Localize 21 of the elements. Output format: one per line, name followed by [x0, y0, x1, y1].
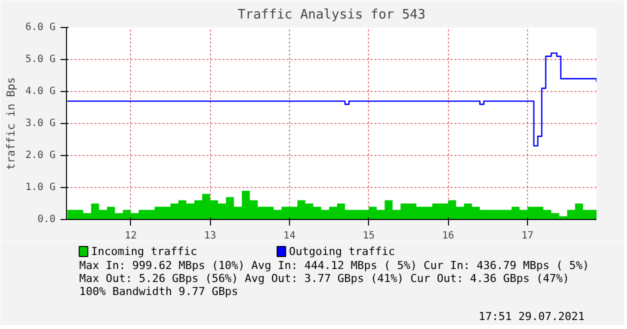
x-tick-label: 14 [283, 230, 296, 242]
text: Max Out: 5.26 GBps (56%) Avg Out: 3.77 GBps (41%) Cur Out: 4.36 GBps (47%) [79, 272, 570, 285]
legend-label: Incoming traffic [91, 245, 198, 258]
x-tick-label: 17 [521, 230, 534, 242]
y-tick-label: 6.0 G [25, 22, 56, 33]
x-tick-label: 12 [124, 230, 137, 242]
y-axis-title: traffic in Bps [4, 77, 18, 170]
y-tick-label: 2.0 G [25, 150, 56, 161]
y-tick-label: 0.0 [37, 214, 56, 225]
y-tick-label: 4.0 G [25, 86, 56, 97]
text: Max In: 999.62 MBps (10%) Avg In: 444.12 MBps ( 5%) Cur In: 436.79 MBps ( 5%) [79, 259, 590, 272]
x-tick-label: 15 [362, 230, 375, 242]
x-tick-label: 16 [442, 230, 454, 242]
y-tick-label: 1.0 G [25, 182, 56, 193]
chart-title: Traffic Analysis for 543 [238, 8, 426, 22]
y-tick-label: 3.0 G [25, 118, 56, 129]
x-tick-label: 13 [204, 230, 216, 242]
text: 100% Bandwidth 9.77 GBps [79, 285, 238, 298]
y-tick-label: 5.0 G [25, 54, 56, 65]
legend-label: Outgoing traffic [289, 245, 395, 258]
text: 17:51 29.07.2021 [478, 310, 585, 323]
